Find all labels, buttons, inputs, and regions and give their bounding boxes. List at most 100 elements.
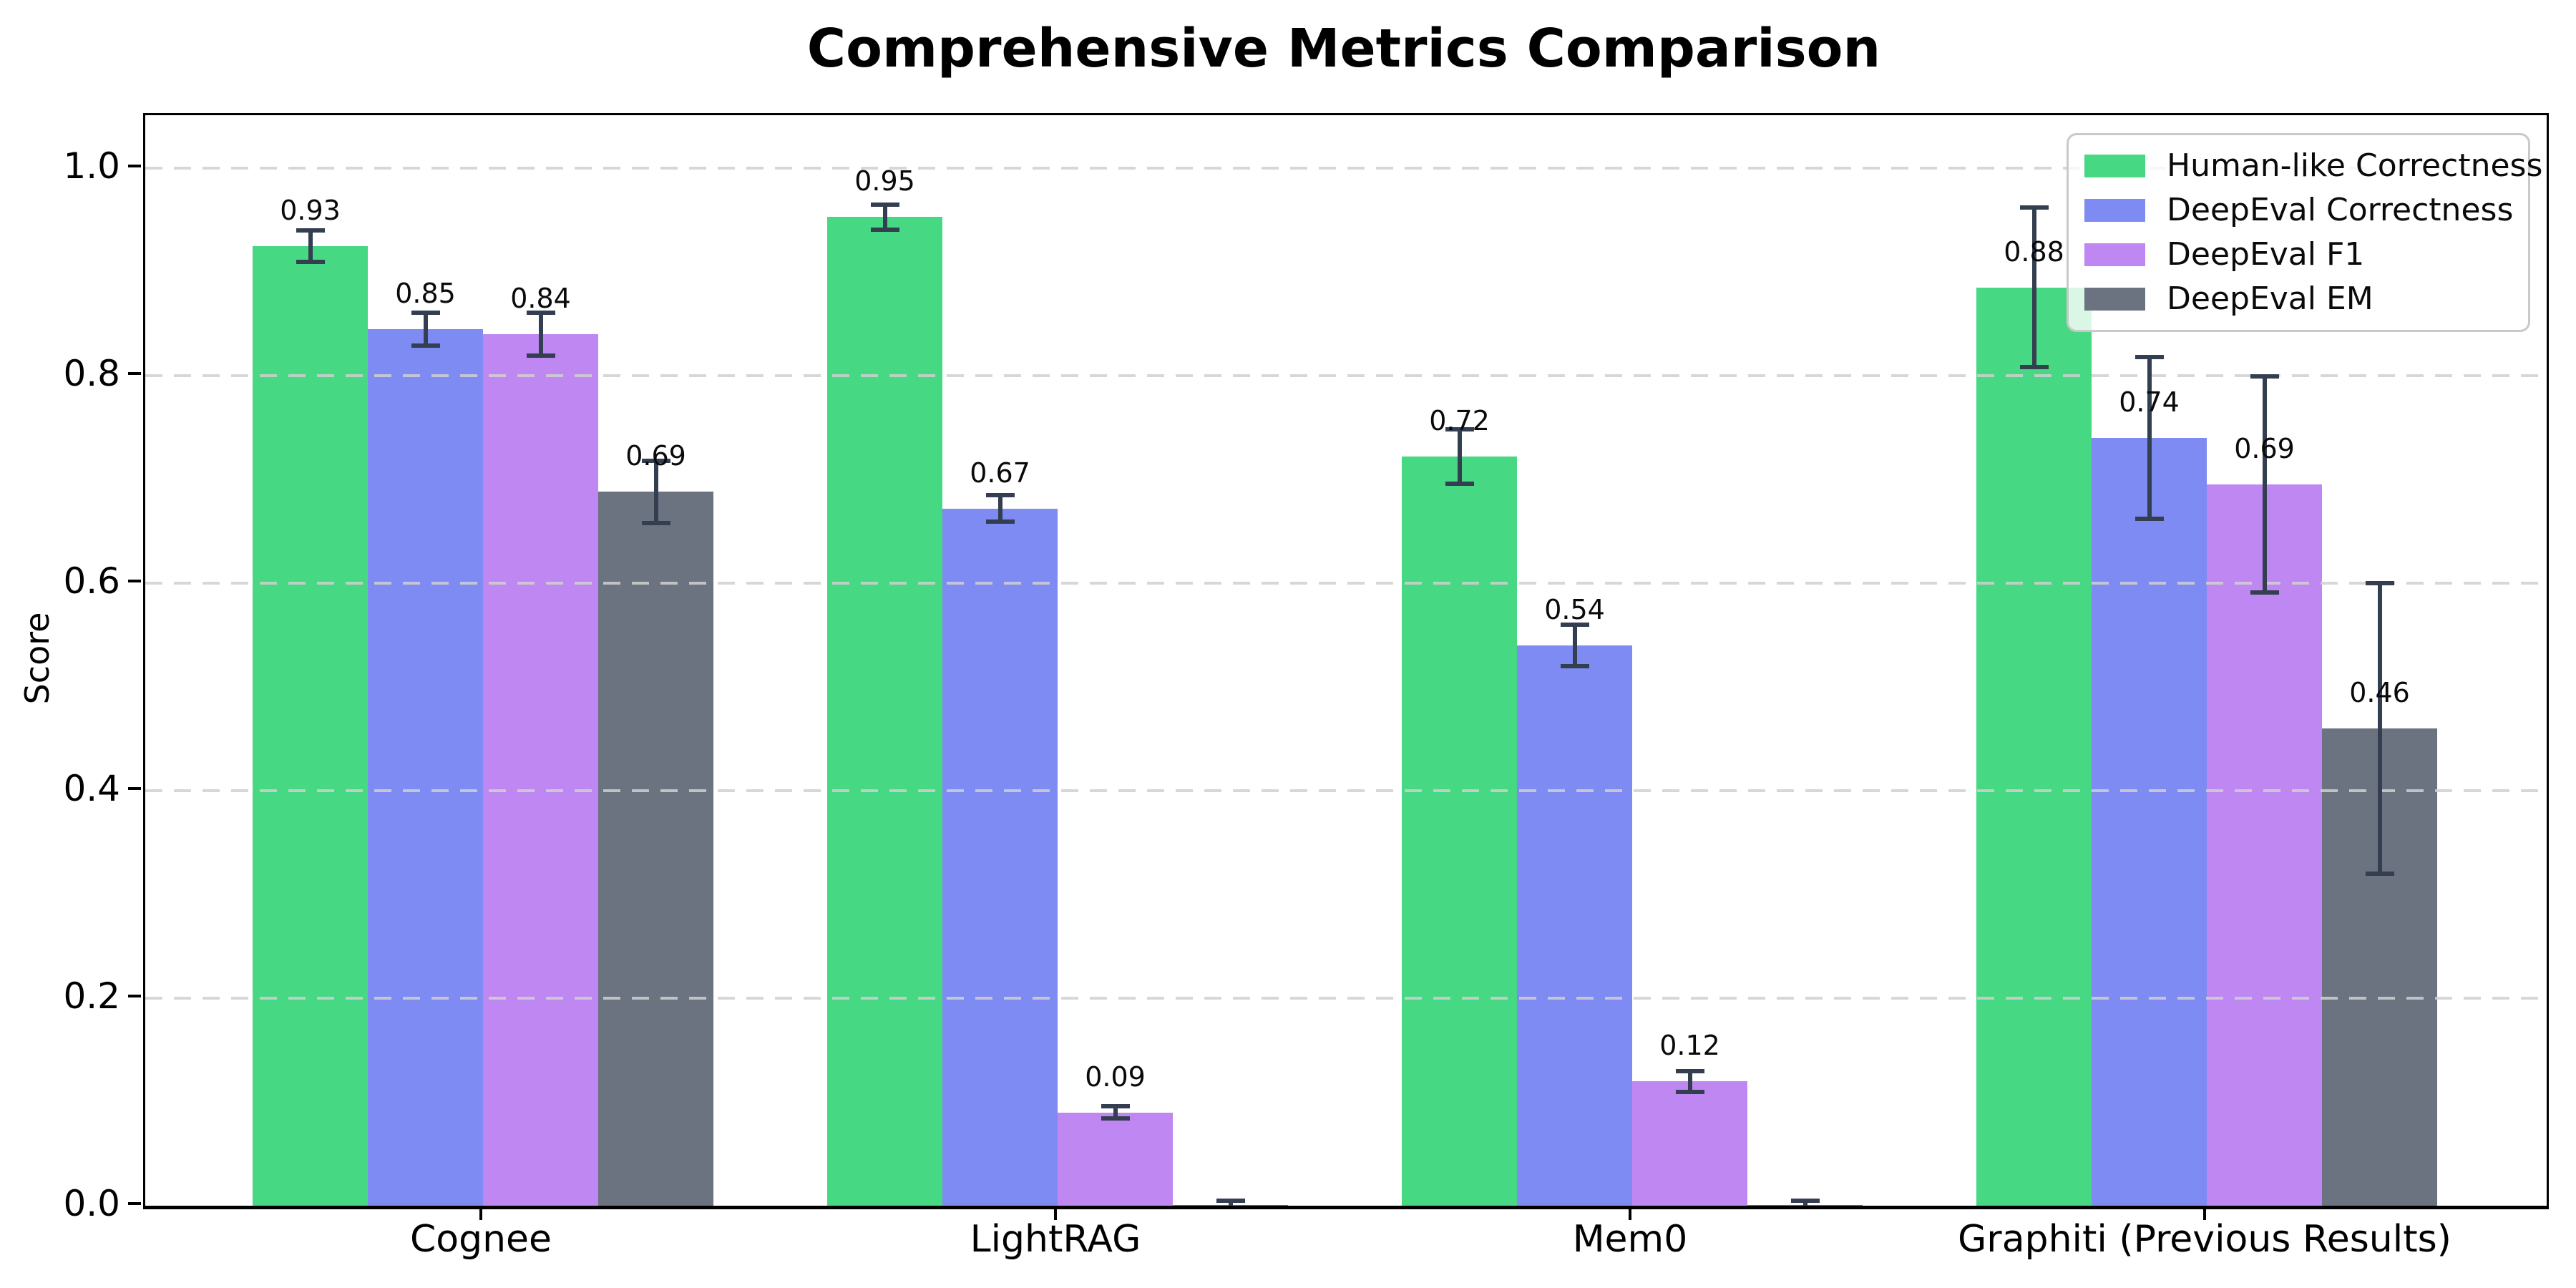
y-tick-label: 0.8 xyxy=(63,353,120,394)
x-tick-label: LightRAG xyxy=(970,1218,1141,1261)
y-tick-label: 0.0 xyxy=(63,1183,120,1224)
gridline xyxy=(145,997,2547,1000)
bar-value-label: 0.95 xyxy=(854,165,915,197)
y-tick-label: 0.4 xyxy=(63,768,120,809)
bar-value-label: 0.12 xyxy=(1659,1030,1720,1061)
bar xyxy=(1517,645,1632,1206)
y-tick-label: 0.2 xyxy=(63,975,120,1017)
error-bar xyxy=(1228,1200,1233,1206)
x-tick-mark xyxy=(479,1207,482,1220)
gridline xyxy=(145,582,2547,585)
bar-value-label: 0.74 xyxy=(2119,386,2180,418)
gridline xyxy=(145,167,2547,170)
error-bar xyxy=(538,312,543,356)
error-bar-cap xyxy=(1445,481,1474,486)
error-bar-cap xyxy=(1791,1206,1820,1209)
bar xyxy=(598,492,713,1206)
error-bar-cap xyxy=(1101,1103,1130,1108)
error-bar-cap xyxy=(2365,872,2394,876)
error-bar xyxy=(1802,1200,1807,1206)
error-bar-cap xyxy=(2019,365,2049,370)
bar xyxy=(483,334,598,1206)
bar-value-label: 0.72 xyxy=(1429,405,1490,437)
y-tick-mark xyxy=(128,995,141,997)
bar-value-label: 0.69 xyxy=(625,440,686,472)
error-bar-cap xyxy=(1101,1116,1130,1121)
bar xyxy=(2207,484,2322,1206)
error-bar xyxy=(882,204,887,230)
bar-value-label: 0.67 xyxy=(970,457,1030,489)
bar-value-label: 0.46 xyxy=(2349,677,2410,708)
legend: Human-like Correctness DeepEval Correctne… xyxy=(2067,133,2542,332)
error-bar xyxy=(308,230,313,262)
error-bar-cap xyxy=(1445,427,1474,432)
legend-item: DeepEval F1 xyxy=(2084,233,2528,277)
x-tick-label: Mem0 xyxy=(1572,1218,1688,1261)
error-bar xyxy=(1113,1106,1118,1119)
bar-value-label: 0.54 xyxy=(1544,594,1605,625)
x-tick-mark xyxy=(2203,1207,2206,1220)
chart-title: Comprehensive Metrics Comparison xyxy=(806,18,1881,79)
error-bar xyxy=(2031,208,2036,368)
bar xyxy=(942,508,1058,1206)
legend-label: DeepEval F1 xyxy=(2167,236,2365,273)
bar xyxy=(1058,1112,1173,1206)
error-bar-cap xyxy=(1790,1198,1820,1203)
error-bar-cap xyxy=(641,458,670,463)
error-bar xyxy=(423,312,428,346)
y-tick-label: 1.0 xyxy=(63,145,120,187)
error-bar xyxy=(2262,376,2267,593)
error-bar xyxy=(997,494,1002,522)
legend-label: Human-like Correctness xyxy=(2167,147,2543,184)
error-bar-cap xyxy=(411,343,440,348)
y-tick-mark xyxy=(128,787,141,790)
error-bar-cap xyxy=(1675,1068,1704,1073)
error-bar-cap xyxy=(2019,205,2049,210)
legend-label: DeepEval Correctness xyxy=(2167,192,2514,228)
error-bar-cap xyxy=(1560,623,1589,627)
legend-label: DeepEval EM xyxy=(2167,280,2373,317)
error-bar-cap xyxy=(985,492,1015,497)
bar xyxy=(253,245,368,1206)
error-bar xyxy=(2377,583,2382,874)
error-bar-cap xyxy=(296,228,325,233)
y-tick-mark xyxy=(128,580,141,582)
error-bar-cap xyxy=(2365,581,2394,585)
legend-item: DeepEval EM xyxy=(2084,277,2528,321)
x-tick-label: Graphiti (Previous Results) xyxy=(1958,1218,2451,1261)
error-bar-cap xyxy=(2135,517,2164,522)
error-bar-cap xyxy=(2250,590,2279,595)
bar-value-label: 0.09 xyxy=(1085,1060,1146,1093)
gridline xyxy=(145,789,2547,792)
error-bar xyxy=(2147,356,2152,519)
bar xyxy=(1402,457,1517,1206)
legend-item: DeepEval Correctness xyxy=(2084,188,2528,233)
error-bar-cap xyxy=(411,310,440,315)
legend-swatch xyxy=(2084,243,2145,266)
error-bar-cap xyxy=(985,519,1015,525)
y-tick-label: 0.6 xyxy=(63,560,120,602)
error-bar-cap xyxy=(870,202,899,207)
error-bar-cap xyxy=(296,259,325,264)
error-bar-cap xyxy=(641,520,670,525)
error-bar-cap xyxy=(1216,1198,1245,1203)
error-bar xyxy=(1457,429,1462,484)
bar xyxy=(827,217,942,1206)
bar xyxy=(1976,287,2092,1206)
error-bar-cap xyxy=(870,227,899,232)
bar xyxy=(368,328,483,1206)
y-tick-mark xyxy=(128,165,141,167)
gridline xyxy=(145,374,2547,377)
y-tick-mark xyxy=(128,372,141,375)
bar xyxy=(2092,438,2207,1206)
bar-value-label: 0.85 xyxy=(395,277,456,309)
bar xyxy=(1632,1081,1747,1206)
x-tick-label: Cognee xyxy=(409,1218,552,1261)
y-axis-label: Score xyxy=(18,612,57,705)
bar-value-label: 0.69 xyxy=(2234,433,2295,465)
legend-swatch xyxy=(2084,199,2145,222)
x-tick-mark xyxy=(1054,1207,1057,1220)
error-bar xyxy=(653,460,658,523)
error-bar-cap xyxy=(2250,374,2279,379)
